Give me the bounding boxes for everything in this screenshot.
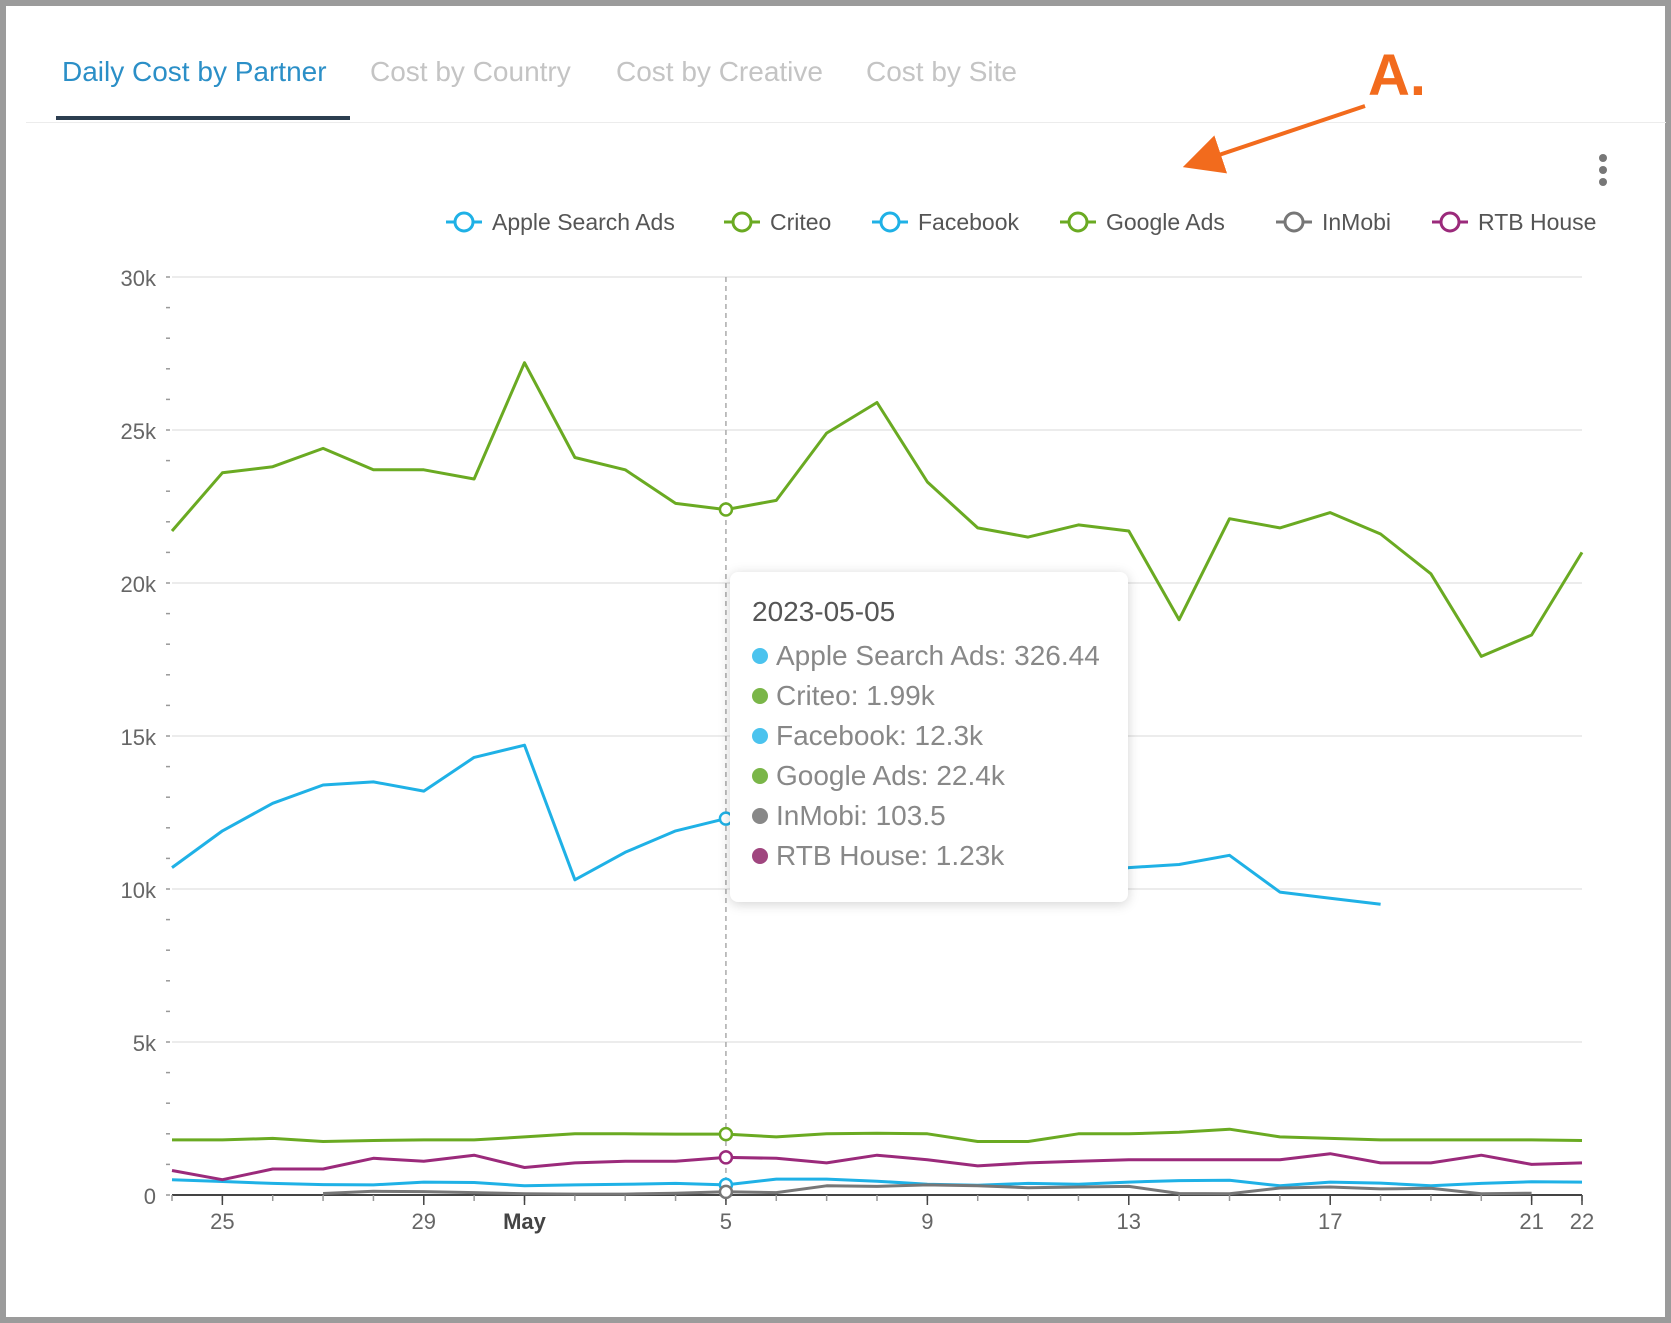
legend-label: Apple Search Ads — [492, 209, 675, 235]
series-line-inmobi — [323, 1183, 1532, 1196]
x-tick-label: 25 — [210, 1209, 234, 1234]
legend-marker — [1439, 211, 1461, 233]
x-tick-label: 5 — [720, 1209, 732, 1234]
series-dot — [752, 847, 768, 864]
series-dot — [752, 807, 768, 824]
x-tick-label: 21 — [1519, 1209, 1543, 1234]
series-line-google-ads — [170, 361, 1584, 658]
series-dot — [752, 727, 768, 744]
series-dot — [752, 767, 768, 784]
series-dot — [752, 687, 768, 704]
legend-label: Criteo — [770, 209, 831, 235]
hover-point — [718, 1150, 734, 1165]
legend-marker — [879, 211, 901, 233]
tab-cost-by-site[interactable]: Cost by Site — [866, 56, 1017, 87]
tooltip-row: InMobi: 103.5 — [752, 796, 1106, 836]
legend-item: Google Ads — [1060, 209, 1225, 235]
annotation-arrow — [1182, 104, 1366, 174]
active-tab-indicator — [56, 116, 350, 120]
series-line-facebook — [171, 743, 1381, 906]
x-tick-label: May — [503, 1209, 547, 1234]
legend-marker — [1283, 211, 1305, 233]
tooltip-row-label: Facebook: 12.3k — [776, 720, 984, 751]
tooltip-row: Google Ads: 22.4k — [752, 756, 1106, 796]
legend-marker — [1067, 211, 1089, 233]
tooltip-row: Apple Search Ads: 326.44 — [752, 636, 1106, 676]
tooltip-row-label: RTB House: 1.23k — [776, 840, 1005, 871]
hover-tooltip: 2023-05-05 Apple Search Ads: 326.44 Crit… — [730, 572, 1128, 902]
legend-label: InMobi — [1322, 209, 1391, 235]
series-line-criteo — [172, 1127, 1583, 1143]
y-tick-label: 30k — [121, 266, 157, 291]
tooltip-date: 2023-05-05 — [752, 596, 896, 627]
tab-bar: Daily Cost by Partner Cost by Country Co… — [26, 36, 1666, 123]
tooltip-row-label: Apple Search Ads: 326.44 — [776, 640, 1100, 671]
legend-item: RTB House — [1432, 209, 1596, 235]
x-tick-label: 17 — [1318, 1209, 1342, 1234]
axes: 0 5k 10k 15k 20k 25k 30k 25 29 May 5 9 13 17 21 22 — [121, 266, 1595, 1234]
y-tick-label: 15k — [121, 725, 157, 750]
tab-cost-by-creative[interactable]: Cost by Creative — [616, 56, 823, 87]
x-tick-label: 22 — [1570, 1209, 1594, 1234]
x-tick-label: 13 — [1117, 1209, 1141, 1234]
series-dot — [752, 647, 768, 664]
legend-label: Google Ads — [1106, 209, 1225, 235]
y-tick-label: 10k — [121, 878, 157, 903]
annotation — [1182, 104, 1366, 174]
series-line-rtb-house — [171, 1152, 1583, 1182]
annotation-label: A. — [1368, 43, 1426, 108]
series-line-apple-search-ads — [171, 1177, 1583, 1188]
tooltip-row: Facebook: 12.3k — [752, 716, 1106, 756]
legend-item: Criteo — [724, 209, 831, 235]
y-tick-label: 0 — [144, 1184, 156, 1209]
hover-point — [718, 502, 734, 517]
tooltip-row: RTB House: 1.23k — [752, 836, 1106, 876]
tooltip-row: Criteo: 1.99k — [752, 676, 1106, 716]
tooltip-row-label: Criteo: 1.99k — [776, 680, 935, 711]
legend-item: InMobi — [1276, 209, 1391, 235]
tab-daily-cost-by-partner[interactable]: Daily Cost by Partner — [62, 56, 327, 87]
legend-marker — [453, 211, 475, 233]
legend-item: Facebook — [872, 209, 1020, 235]
more-vertical-icon[interactable] — [1596, 154, 1610, 190]
legend-marker — [731, 211, 753, 233]
hover-point — [718, 1184, 734, 1200]
hover-point — [718, 1126, 734, 1142]
y-tick-label: 5k — [133, 1031, 157, 1056]
legend: Apple Search Ads Criteo Facebook Google Ads… — [446, 209, 1596, 235]
legend-label: RTB House — [1478, 209, 1596, 235]
legend-label: Facebook — [918, 209, 1020, 235]
tooltip-row-label: Google Ads: 22.4k — [776, 760, 1005, 791]
series-lines — [170, 361, 1584, 1200]
y-tick-label: 25k — [121, 419, 157, 444]
tab-cost-by-country[interactable]: Cost by Country — [370, 56, 571, 87]
y-tick-label: 20k — [121, 572, 157, 597]
x-tick-label: 29 — [412, 1209, 436, 1234]
tooltip-row-label: InMobi: 103.5 — [776, 800, 946, 831]
legend-item: Apple Search Ads — [446, 209, 675, 235]
x-tick-label: 9 — [921, 1209, 933, 1234]
